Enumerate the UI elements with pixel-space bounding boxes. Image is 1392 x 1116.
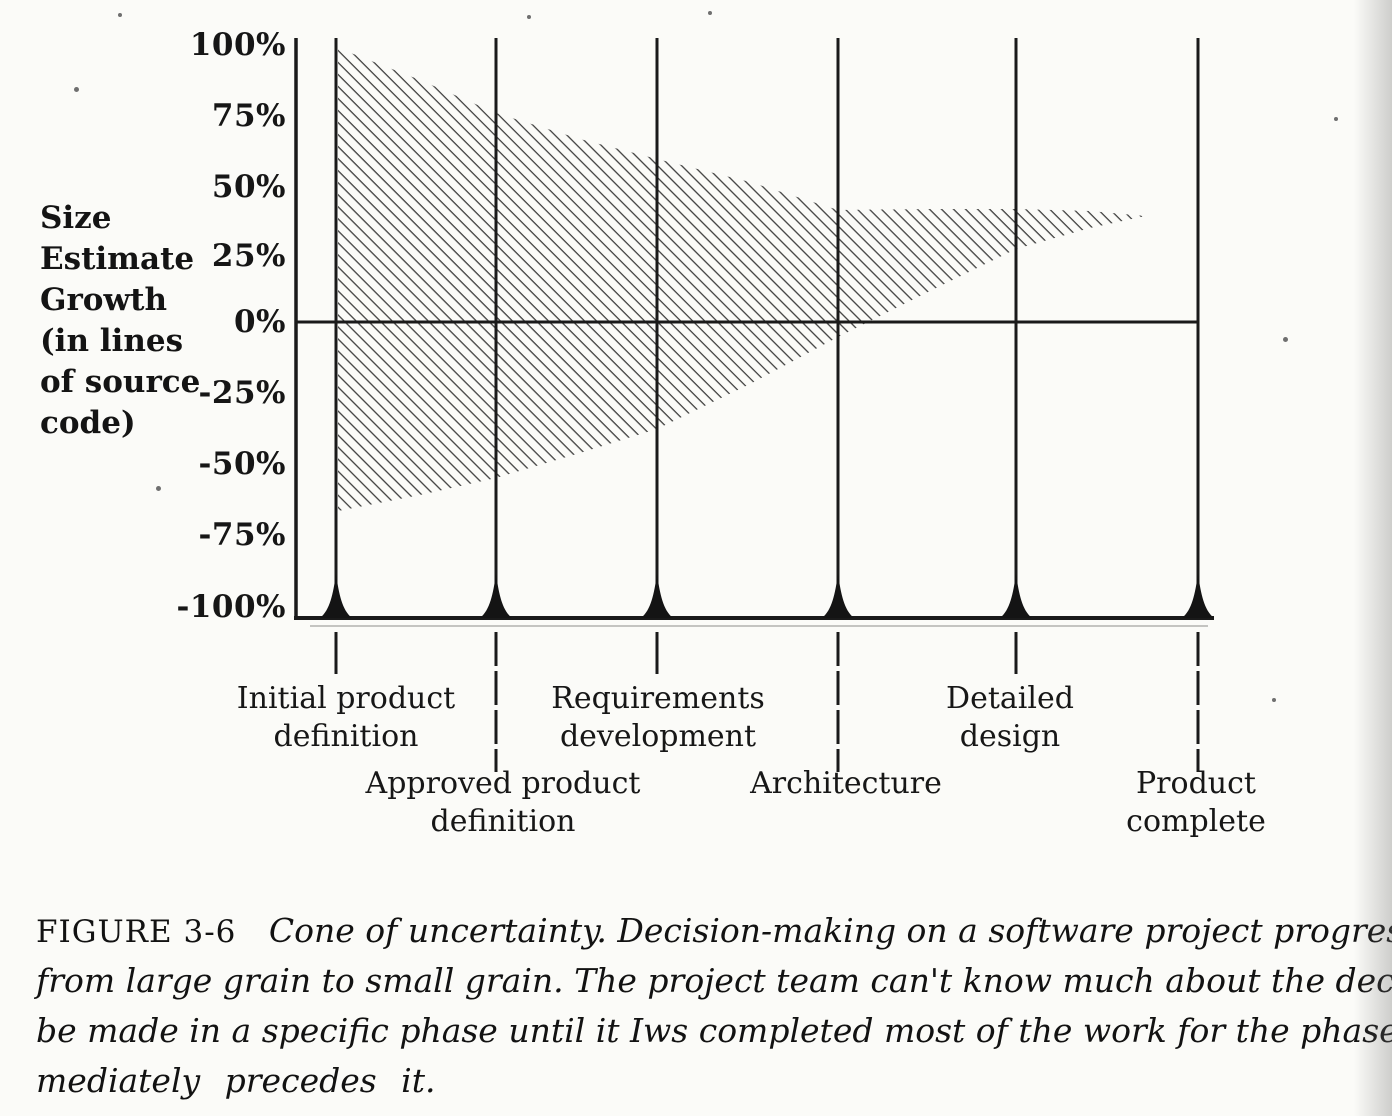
scan-speck xyxy=(1272,698,1276,702)
y-axis-tick-label: 25% xyxy=(211,238,286,274)
y-axis-tick-label: -25% xyxy=(198,375,286,411)
page-edge-shadow xyxy=(1354,0,1392,1116)
milestone-label-line: development xyxy=(559,719,757,754)
cone-of-uncertainty-chart xyxy=(294,38,1214,772)
y-axis-title-line: of source xyxy=(40,364,201,400)
y-axis-tick-label: -50% xyxy=(198,446,286,482)
milestone-label-line: Detailed xyxy=(946,681,1074,716)
milestone-label-line: complete xyxy=(1126,804,1266,839)
figure-caption-line-1: FIGURE 3-6 Cone of uncertainty. Decision… xyxy=(36,906,1392,956)
y-axis-tick-label: 100% xyxy=(189,27,286,63)
y-axis-title-line: code) xyxy=(40,405,136,441)
figure-number-label: FIGURE 3-6 xyxy=(36,914,237,950)
y-axis-tick-label: -75% xyxy=(198,517,286,553)
milestone-label-detailed-design: Detailed design xyxy=(840,680,1180,756)
milestone-label-line: definition xyxy=(430,804,576,839)
milestone-label-architecture: Architecture xyxy=(676,765,1016,803)
figure-caption-line-2: from large grain to small grain. The pro… xyxy=(36,961,1392,1000)
uncertainty-cone-area xyxy=(338,48,1146,511)
figure-caption-line-4: mediately precedes it. xyxy=(36,1061,436,1100)
scan-speck xyxy=(527,15,531,19)
scan-speck xyxy=(118,13,122,17)
milestone-label-line: definition xyxy=(273,719,419,754)
milestone-label-line: Requirements xyxy=(551,681,765,716)
milestone-label-line: Initial product xyxy=(236,681,456,716)
milestone-label-line: design xyxy=(959,719,1061,754)
milestone-label-line: Product xyxy=(1136,766,1256,801)
milestone-marker-5 xyxy=(1000,574,1032,618)
milestone-label-requirements-development: Requirements development xyxy=(488,680,828,756)
y-axis-tick-label: -100% xyxy=(176,589,286,625)
milestone-marker-2 xyxy=(480,574,512,618)
scan-speck xyxy=(708,11,712,15)
scan-speck xyxy=(1283,337,1288,342)
milestone-marker-3 xyxy=(641,574,673,618)
caption-text: Cone of uncertainty. Decision-making on … xyxy=(268,911,1392,950)
figure-caption-line-3: be made in a specific phase until it Iws… xyxy=(36,1011,1392,1050)
scan-speck xyxy=(1334,117,1338,121)
milestone-label-approved-product-definition: Approved product definition xyxy=(333,765,673,841)
milestone-marker-1 xyxy=(320,574,352,618)
scan-speck xyxy=(74,87,79,92)
milestone-label-product-complete: Product complete xyxy=(1026,765,1366,841)
y-axis-tick-label: 0% xyxy=(233,304,286,340)
scan-speck xyxy=(156,486,161,491)
figure-caption: FIGURE 3-6 Cone of uncertainty. Decision… xyxy=(36,906,1392,1106)
y-axis-title-line: Growth xyxy=(40,282,168,318)
milestone-label-line: Approved product xyxy=(365,766,641,801)
y-axis-title-line: (in lines xyxy=(40,323,184,359)
y-axis-tick-label: 75% xyxy=(211,98,286,134)
milestone-label-line: Architecture xyxy=(750,766,942,801)
y-axis-title-line: Size xyxy=(40,200,112,236)
milestone-marker-6 xyxy=(1182,574,1214,618)
milestone-label-initial-product-definition: Initial product definition xyxy=(176,680,516,756)
y-axis-tick-label: 50% xyxy=(211,169,286,205)
milestone-marker-4 xyxy=(822,574,854,618)
y-axis-title-line: Estimate xyxy=(40,241,195,277)
